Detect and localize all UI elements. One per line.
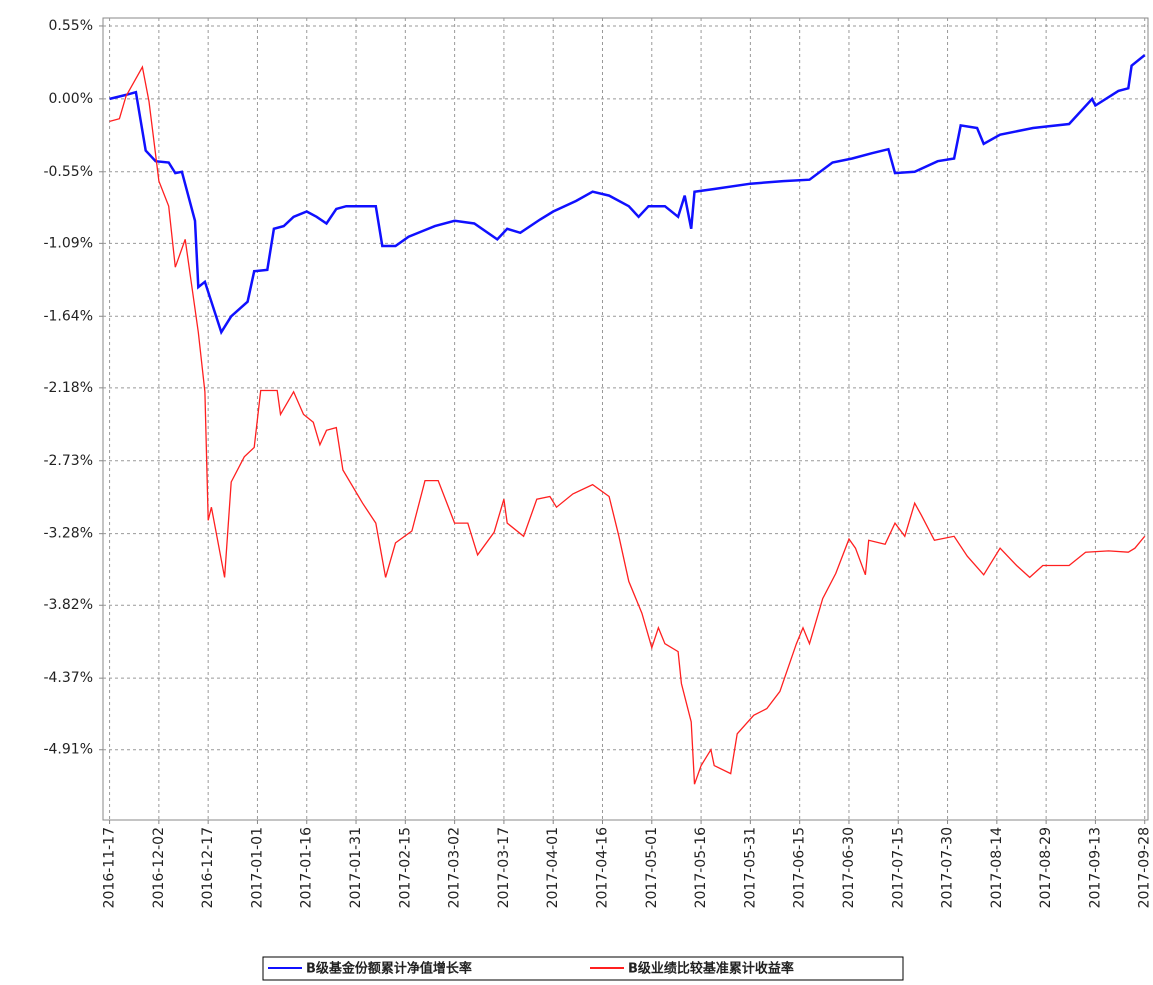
y-tick-label: -3.82%	[43, 597, 93, 613]
y-tick-label: -0.55%	[43, 164, 93, 180]
x-tick-label: 2017-03-02	[447, 827, 463, 908]
y-tick-label: 0.00%	[49, 91, 93, 107]
x-tick-label: 2017-01-01	[249, 827, 265, 908]
y-tick-label: -4.37%	[43, 670, 93, 686]
x-tick-label: 2017-01-31	[348, 827, 364, 908]
y-tick-label: -3.28%	[43, 526, 93, 542]
x-tick-label: 2017-07-15	[890, 827, 906, 908]
x-tick-label: 2017-05-16	[693, 827, 709, 908]
y-tick-label: -1.09%	[43, 235, 93, 251]
legend-label: B级基金份额累计净值增长率	[306, 961, 472, 977]
line	[109, 54, 1146, 336]
x-tick-label: 2016-11-17	[102, 827, 118, 908]
plot-area	[102, 17, 1149, 821]
x-tick-label: 2017-09-13	[1087, 827, 1103, 908]
x-tick-label: 2017-09-28	[1137, 827, 1153, 908]
x-tick-label: 2017-05-01	[644, 827, 660, 908]
x-tick-label: 2017-08-29	[1038, 827, 1054, 908]
legend-label: B级业绩比较基准累计收益率	[628, 961, 794, 977]
x-tick-label: 2017-01-16	[299, 827, 315, 908]
x-tick-label: 2017-08-14	[989, 827, 1005, 908]
x-tick-label: 2016-12-02	[151, 827, 167, 908]
x-tick-label: 2017-03-17	[496, 827, 512, 908]
x-tick-label: 2016-12-17	[200, 827, 216, 908]
line	[109, 65, 1146, 785]
x-tick-label: 2017-06-15	[792, 827, 808, 908]
y-tick-label: -1.64%	[43, 308, 93, 324]
x-tick-label: 2017-05-31	[742, 827, 758, 908]
legend-box	[262, 956, 904, 981]
y-tick-label: -2.73%	[43, 453, 93, 469]
y-tick-label: 0.55%	[49, 18, 93, 34]
x-tick-label: 2017-04-16	[594, 827, 610, 908]
x-tick-label: 2017-06-30	[841, 827, 857, 908]
x-tick-label: 2017-02-15	[397, 827, 413, 908]
y-tick-label: -4.91%	[43, 742, 93, 758]
x-tick-label: 2017-07-30	[940, 827, 956, 908]
y-tick-label: -2.18%	[43, 380, 93, 396]
x-tick-label: 2017-04-01	[545, 827, 561, 908]
